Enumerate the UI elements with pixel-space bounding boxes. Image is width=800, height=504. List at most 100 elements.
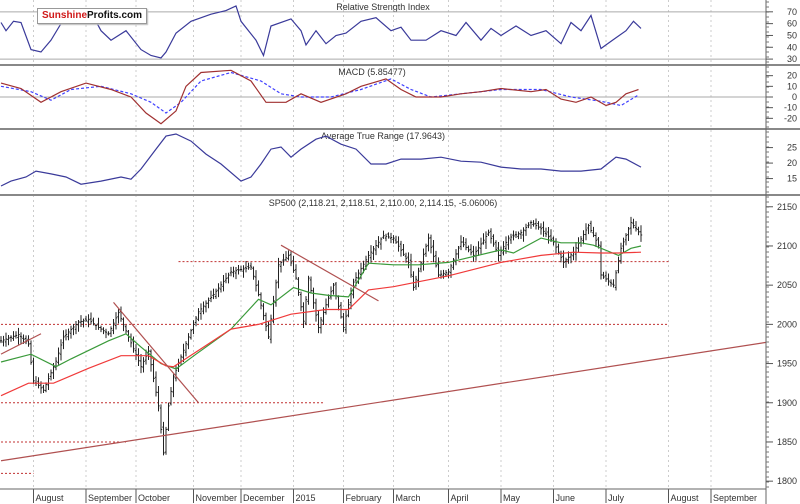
- month-label: May: [503, 493, 521, 503]
- ohlc-bar: [182, 343, 185, 362]
- ohlc-bar: [177, 358, 180, 373]
- month-label: August: [671, 493, 700, 503]
- ohlc-bar: [557, 243, 560, 255]
- ohlc-bar: [99, 325, 103, 333]
- ohlc-bar: [89, 312, 93, 325]
- ohlc-bar: [114, 312, 118, 330]
- ohlc-bar: [517, 231, 520, 240]
- ohlc-bar: [594, 232, 598, 248]
- ohlc-bar: [277, 257, 280, 289]
- ohlc-bar: [192, 320, 195, 335]
- ohlc-bar: [579, 235, 583, 247]
- ohlc-bar: [254, 270, 258, 292]
- ohlc-bar: [452, 257, 455, 270]
- ohlc-bar: [412, 271, 415, 291]
- ohlc-bar: [422, 248, 425, 271]
- price-panel: SP500 (2,118.21, 2,118.51, 2,110.00, 2,1…: [0, 198, 767, 474]
- ohlc-bar: [389, 232, 393, 244]
- ohlc-bar: [247, 262, 250, 270]
- ohlc-bar: [524, 223, 528, 236]
- ohlc-bar: [462, 236, 465, 248]
- ohlc-bar: [587, 223, 590, 235]
- ohlc-bar: [257, 280, 260, 297]
- ohlc-bar: [14, 331, 18, 339]
- ohlc-bar: [79, 315, 83, 328]
- ohlc-bar: [57, 347, 60, 365]
- ohlc-bar: [207, 297, 210, 309]
- ohlc-bar: [217, 283, 220, 298]
- ohlc-bar: [609, 279, 613, 287]
- ohlc-bar: [267, 321, 270, 339]
- ohlc-bar: [392, 235, 395, 244]
- ohlc-bar: [432, 240, 435, 263]
- atr-title: Average True Range (17.9643): [321, 131, 445, 141]
- month-label: November: [196, 493, 238, 503]
- ohlc-bar: [482, 233, 485, 245]
- ohlc-bar: [299, 291, 303, 312]
- ohlc-bar: [384, 233, 388, 242]
- logo-profits: Profits.com: [87, 10, 143, 21]
- y-tick-label: 50: [787, 30, 797, 40]
- ohlc-bar: [54, 357, 58, 371]
- price-title: SP500 (2,118.21, 2,118.51, 2,110.00, 2,1…: [269, 198, 498, 208]
- ohlc-bar: [542, 221, 545, 237]
- ohlc-bar: [367, 250, 370, 265]
- ohlc-bar: [84, 315, 88, 322]
- ohlc-bar: [134, 344, 138, 360]
- y-tick-label: 30: [787, 54, 797, 64]
- y-tick-label: -10: [784, 103, 797, 113]
- ohlc-bar: [454, 249, 458, 266]
- ohlc-bar: [532, 220, 535, 227]
- ohlc-bar: [214, 288, 218, 299]
- ohlc-bar: [559, 250, 563, 263]
- ohlc-bar: [129, 333, 133, 348]
- ohlc-bar: [107, 331, 110, 336]
- y-tick-label: 70: [787, 7, 797, 17]
- ohlc-bar: [537, 221, 540, 230]
- ohlc-bar: [17, 327, 20, 345]
- ohlc-bar: [64, 329, 68, 341]
- ohlc-bar: [437, 257, 440, 278]
- ohlc-bar: [219, 281, 223, 293]
- ohlc-bar: [124, 324, 128, 334]
- y-tick-label: 1900: [777, 398, 797, 408]
- ohlc-bar: [627, 227, 630, 241]
- ohlc-bar: [632, 218, 635, 229]
- trendline: [0, 333, 42, 355]
- trendline: [0, 341, 767, 462]
- ohlc-bar: [474, 246, 478, 261]
- ohlc-bar: [459, 235, 463, 251]
- ohlc-bar: [539, 223, 543, 235]
- month-label: June: [556, 493, 576, 503]
- ohlc-bar: [109, 326, 113, 337]
- y-tick-label: 1800: [777, 476, 797, 486]
- ohlc-bar: [569, 252, 573, 264]
- ohlc-bar: [169, 387, 173, 406]
- ohlc-bar: [334, 282, 338, 300]
- ohlc-bar: [564, 257, 568, 268]
- ohlc-bar: [434, 250, 438, 268]
- ohlc-bar: [102, 327, 105, 335]
- ohlc-bar: [457, 246, 460, 259]
- ohlc-bar: [309, 276, 313, 293]
- y-tick-label: 10: [787, 81, 797, 91]
- ohlc-bar: [519, 229, 523, 240]
- ohlc-bar: [304, 296, 308, 326]
- ohlc-bar: [549, 229, 553, 242]
- ohlc-bar: [187, 333, 190, 350]
- ohlc-bar: [204, 300, 208, 313]
- ohlc-bar: [59, 339, 63, 361]
- ohlc-bar: [97, 317, 100, 330]
- ohlc-bar: [67, 328, 70, 341]
- ohlc-bar: [592, 226, 595, 238]
- ohlc-bar: [152, 359, 155, 383]
- ohlc-bar: [244, 261, 248, 273]
- ohlc-bar: [249, 262, 253, 271]
- ohlc-bar: [9, 335, 13, 342]
- ohlc-bar: [387, 232, 390, 239]
- macd-title: MACD (5.85477): [338, 67, 406, 77]
- month-label: March: [396, 493, 421, 503]
- ohlc-bar: [484, 231, 488, 250]
- ohlc-bar: [27, 335, 30, 347]
